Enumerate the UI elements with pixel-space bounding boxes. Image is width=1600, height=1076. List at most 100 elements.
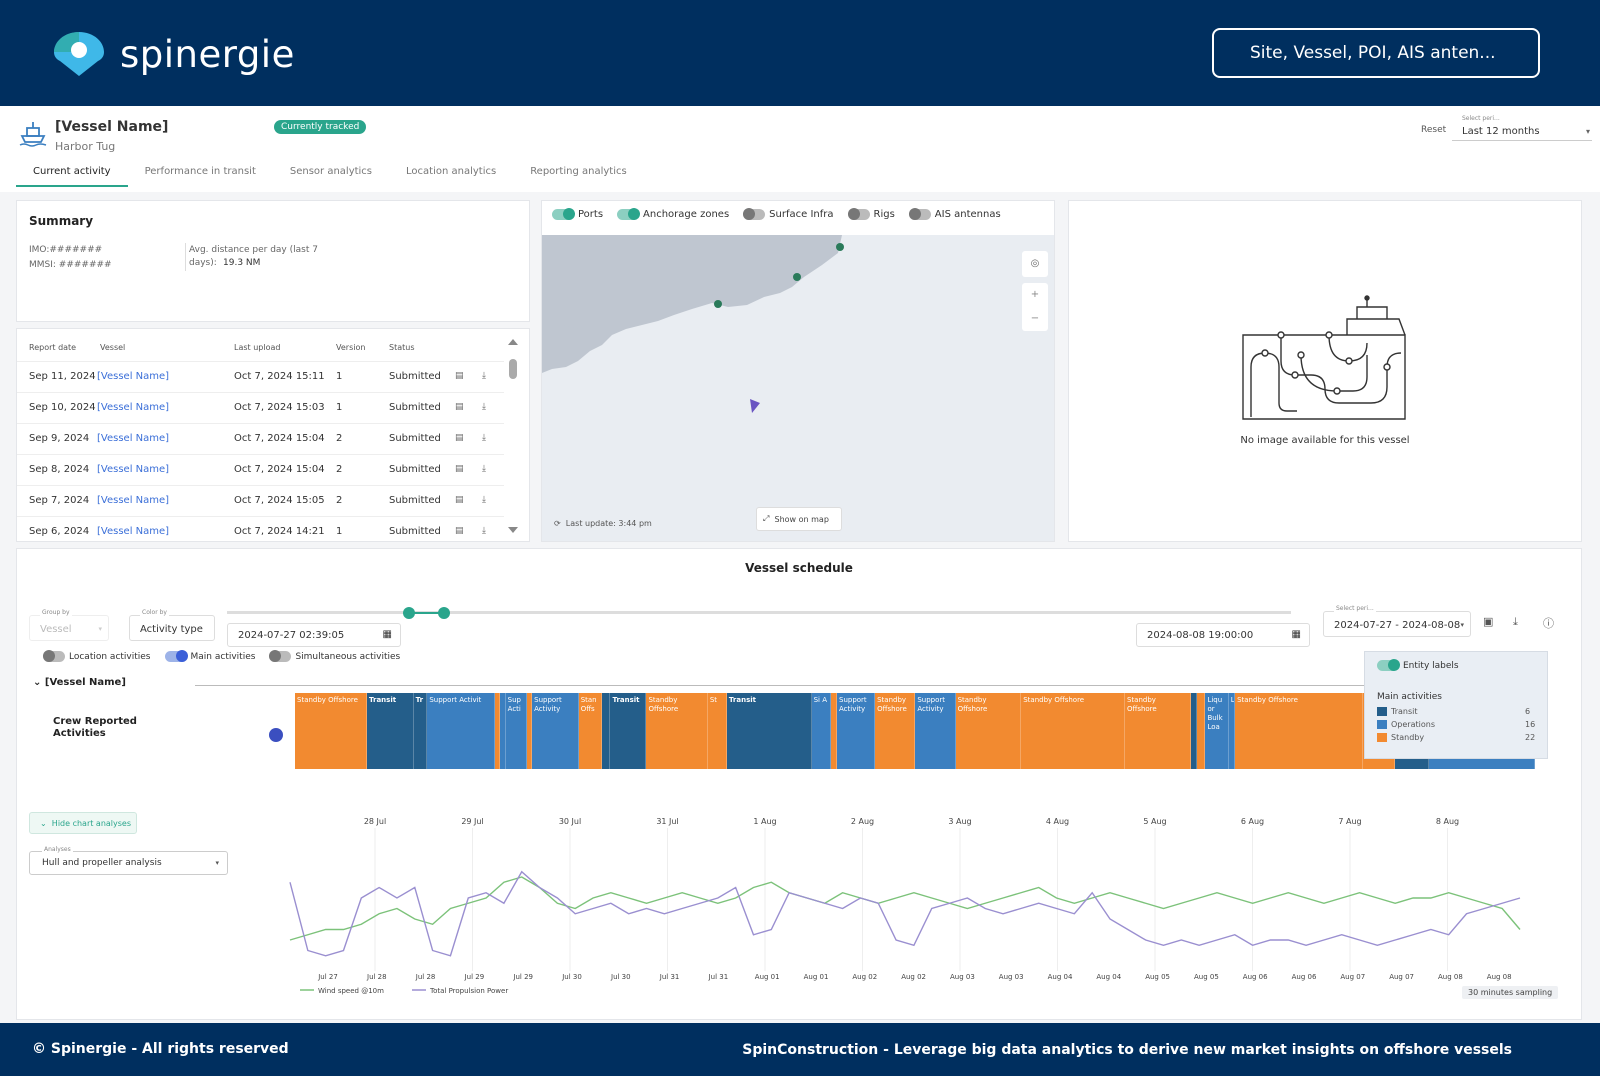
end-date-input[interactable]: 2024-08-08 19:00:00 ▦: [1136, 623, 1310, 647]
info-icon[interactable]: ⓘ: [1543, 617, 1554, 630]
show-on-map-button[interactable]: ⤢ Show on map: [756, 507, 842, 531]
activity-segment[interactable]: Standby Offshore: [1021, 693, 1125, 769]
tab-reporting-analytics[interactable]: Reporting analytics: [530, 166, 627, 177]
global-search-input[interactable]: Site, Vessel, POI, AIS anten...: [1212, 28, 1540, 78]
view-report-icon[interactable]: ▤: [455, 464, 464, 474]
map-layer-toggle[interactable]: Surface Infra: [743, 208, 834, 220]
activity-segment[interactable]: Standby Offshore: [1124, 693, 1191, 769]
activity-segment[interactable]: [526, 693, 533, 769]
view-report-icon[interactable]: ▤: [455, 526, 464, 536]
table-scrollbar[interactable]: [507, 337, 519, 533]
refresh-icon[interactable]: ⟳: [554, 519, 561, 528]
analyses-select[interactable]: Analyses Hull and propeller analysis ▾: [29, 846, 228, 875]
toggle-switch[interactable]: [847, 208, 870, 220]
period-select[interactable]: Select peri... Last 12 months ▾: [1452, 115, 1592, 141]
activity-segment[interactable]: [601, 693, 611, 769]
activity-segment[interactable]: Standby Offshore: [1235, 693, 1364, 769]
calendar-icon[interactable]: ▦: [382, 629, 392, 640]
activity-segment[interactable]: St: [707, 693, 727, 769]
download-icon[interactable]: ⤓: [1513, 615, 1518, 628]
download-icon[interactable]: ⤓: [482, 433, 486, 443]
view-report-icon[interactable]: ▤: [455, 495, 464, 505]
activity-segment[interactable]: Support Activity: [915, 693, 956, 769]
table-row[interactable]: Sep 8, 2024 [Vessel Name] Oct 7, 2024 15…: [17, 454, 504, 485]
activity-segment[interactable]: Liqu or Bulk Loa: [1205, 693, 1229, 769]
activity-segment[interactable]: Sup Acti: [505, 693, 527, 769]
tab-sensor-analytics[interactable]: Sensor analytics: [289, 166, 373, 177]
zoom-in-button[interactable]: +: [1030, 289, 1040, 300]
legend-item-operations[interactable]: Operations: [1377, 720, 1435, 729]
table-row[interactable]: Sep 6, 2024 [Vessel Name] Oct 7, 2024 14…: [17, 516, 504, 541]
time-range-track[interactable]: [227, 611, 1291, 614]
view-report-icon[interactable]: ▤: [455, 433, 464, 443]
locate-icon[interactable]: ◎: [1022, 251, 1048, 277]
toggle-switch[interactable]: [617, 208, 641, 220]
vessel-link[interactable]: [Vessel Name]: [97, 371, 170, 382]
activity-segment[interactable]: Support Activit: [427, 693, 496, 769]
spinergie-logo[interactable]: spinergie: [52, 30, 295, 78]
activity-segment[interactable]: Transit: [367, 693, 414, 769]
activity-segment[interactable]: Support Activity: [532, 693, 579, 769]
start-date-input[interactable]: 2024-07-27 02:39:05 ▦: [227, 623, 401, 647]
schedule-period-select[interactable]: Select peri... 2024-07-27 - 2024-08-08 ▾: [1323, 605, 1471, 637]
map-view[interactable]: [542, 235, 1055, 542]
group-by-select[interactable]: Group by Vessel ▾: [29, 609, 109, 641]
activity-segment[interactable]: Tr: [413, 693, 428, 769]
table-row[interactable]: Sep 10, 2024 [Vessel Name] Oct 7, 2024 1…: [17, 392, 504, 423]
activity-segment[interactable]: [500, 693, 506, 769]
toggle-switch[interactable]: [43, 650, 65, 662]
activity-segment[interactable]: [1190, 693, 1197, 769]
vessel-link[interactable]: [Vessel Name]: [97, 402, 170, 413]
toggle-switch[interactable]: [743, 208, 766, 220]
vessel-link[interactable]: [Vessel Name]: [97, 464, 170, 475]
view-report-icon[interactable]: ▤: [455, 402, 464, 412]
activity-segment[interactable]: Standby Offshore: [955, 693, 1022, 769]
download-icon[interactable]: ⤓: [482, 402, 486, 412]
activity-segment[interactable]: Transit: [726, 693, 812, 769]
sensor-line-chart[interactable]: 28 Jul 29 Jul 30 Jul 31 Jul 1 Aug 2 Aug 3 Aug 4…: [280, 806, 1560, 1006]
group-row-header[interactable]: ⌄ [Vessel Name]: [33, 677, 126, 688]
activity-segment[interactable]: L: [1228, 693, 1236, 769]
activity-toggle[interactable]: Main activities: [164, 650, 255, 662]
legend-item-transit[interactable]: Transit: [1377, 707, 1418, 716]
vessel-link[interactable]: [Vessel Name]: [97, 433, 170, 444]
activity-segment[interactable]: Support Activity: [837, 693, 876, 769]
download-icon[interactable]: ⤓: [482, 495, 486, 505]
calendar-icon[interactable]: ▦: [1291, 629, 1301, 640]
toggle-switch[interactable]: [1377, 659, 1400, 671]
vessel-link[interactable]: [Vessel Name]: [97, 495, 170, 506]
download-icon[interactable]: ⤓: [482, 371, 486, 381]
toggle-switch[interactable]: [269, 650, 292, 662]
table-row[interactable]: Sep 11, 2024 [Vessel Name] Oct 7, 2024 1…: [17, 361, 504, 392]
toggle-switch[interactable]: [908, 208, 931, 220]
view-report-icon[interactable]: ▤: [455, 371, 464, 381]
download-icon[interactable]: ⤓: [482, 526, 486, 536]
table-row[interactable]: Sep 7, 2024 [Vessel Name] Oct 7, 2024 15…: [17, 485, 504, 516]
image-export-icon[interactable]: ▣: [1483, 615, 1494, 628]
map-layer-toggle[interactable]: AIS antennas: [908, 208, 1001, 220]
toggle-switch[interactable]: [552, 208, 575, 220]
activity-toggle[interactable]: Location activities: [43, 650, 151, 662]
color-by-select[interactable]: Color by Activity type: [129, 609, 215, 641]
table-row[interactable]: Sep 9, 2024 [Vessel Name] Oct 7, 2024 15…: [17, 423, 504, 454]
activity-segment[interactable]: [830, 693, 837, 769]
tab-current-activity[interactable]: Current activity: [16, 160, 128, 187]
map-layer-toggle[interactable]: Ports: [552, 208, 603, 220]
reset-button[interactable]: Reset: [1421, 125, 1447, 135]
download-icon[interactable]: ⤓: [482, 464, 486, 474]
map-layer-toggle[interactable]: Anchorage zones: [617, 208, 729, 220]
tab-performance-in-transit[interactable]: Performance in transit: [144, 166, 256, 177]
zoom-out-button[interactable]: −: [1030, 313, 1040, 324]
map-layer-toggle[interactable]: Rigs: [847, 208, 895, 220]
activity-segment[interactable]: Si A: [811, 693, 831, 769]
activity-segment[interactable]: Standby Offshore: [295, 693, 367, 769]
activity-segment[interactable]: Standby Offshore: [875, 693, 916, 769]
entity-labels-toggle[interactable]: Entity labels: [1377, 659, 1459, 671]
crew-report-marker[interactable]: [269, 728, 283, 742]
activity-segment[interactable]: Standby Offshore: [646, 693, 708, 769]
tab-location-analytics[interactable]: Location analytics: [406, 166, 497, 177]
toggle-switch[interactable]: [164, 650, 188, 662]
legend-item-standby[interactable]: Standby: [1377, 733, 1424, 742]
activity-segment[interactable]: [1196, 693, 1206, 769]
activity-segment[interactable]: Stan Offs: [578, 693, 602, 769]
